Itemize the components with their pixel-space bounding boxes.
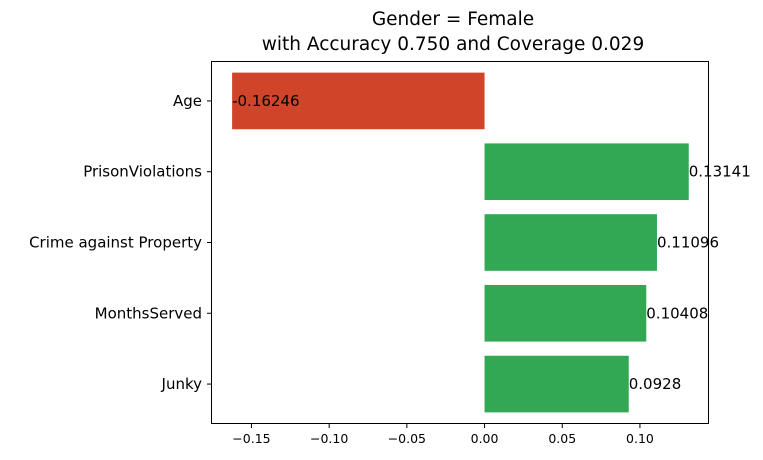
y-tick-label-crime-against-property: Crime against Property [29, 234, 202, 252]
bar-monthsserved [484, 284, 647, 342]
x-tick-label-2: −0.05 [388, 431, 426, 446]
x-tick-label-0: −0.15 [232, 431, 270, 446]
chart-title: Gender = Female with Accuracy 0.750 and … [262, 9, 644, 55]
y-tick-label-age: Age [173, 92, 202, 110]
x-axis: −0.15 −0.10 −0.05 0.00 0.05 0.10 [232, 423, 654, 446]
bar-junky [484, 355, 629, 413]
data-labels: -0.16246 0.13141 0.11096 0.10408 0.0928 [232, 92, 751, 393]
x-tick-label-3: 0.00 [471, 431, 499, 446]
chart-title-line-2: with Accuracy 0.750 and Coverage 0.029 [262, 34, 644, 55]
data-label-monthsserved: 0.10408 [646, 304, 708, 322]
bar-crime-against-property [484, 214, 657, 271]
bars [232, 72, 689, 413]
x-tick-label-1: −0.10 [310, 431, 348, 446]
chart-title-line-1: Gender = Female [372, 9, 534, 30]
y-axis: Age PrisonViolations Crime against Propert… [29, 92, 212, 393]
data-label-prisonviolations: 0.13141 [689, 163, 751, 181]
bar-prisonviolations [484, 143, 689, 201]
data-label-age: -0.16246 [232, 92, 299, 110]
x-tick-label-4: 0.05 [548, 431, 576, 446]
y-tick-label-prisonviolations: PrisonViolations [83, 163, 202, 181]
plot-frame [211, 61, 709, 424]
y-tick-label-junky: Junky [161, 375, 203, 393]
data-label-crime-against-property: 0.11096 [657, 234, 719, 252]
data-label-junky: 0.0928 [629, 375, 682, 393]
bar-age [232, 72, 485, 130]
x-tick-label-5: 0.10 [626, 431, 654, 446]
y-tick-label-monthsserved: MonthsServed [95, 304, 202, 322]
